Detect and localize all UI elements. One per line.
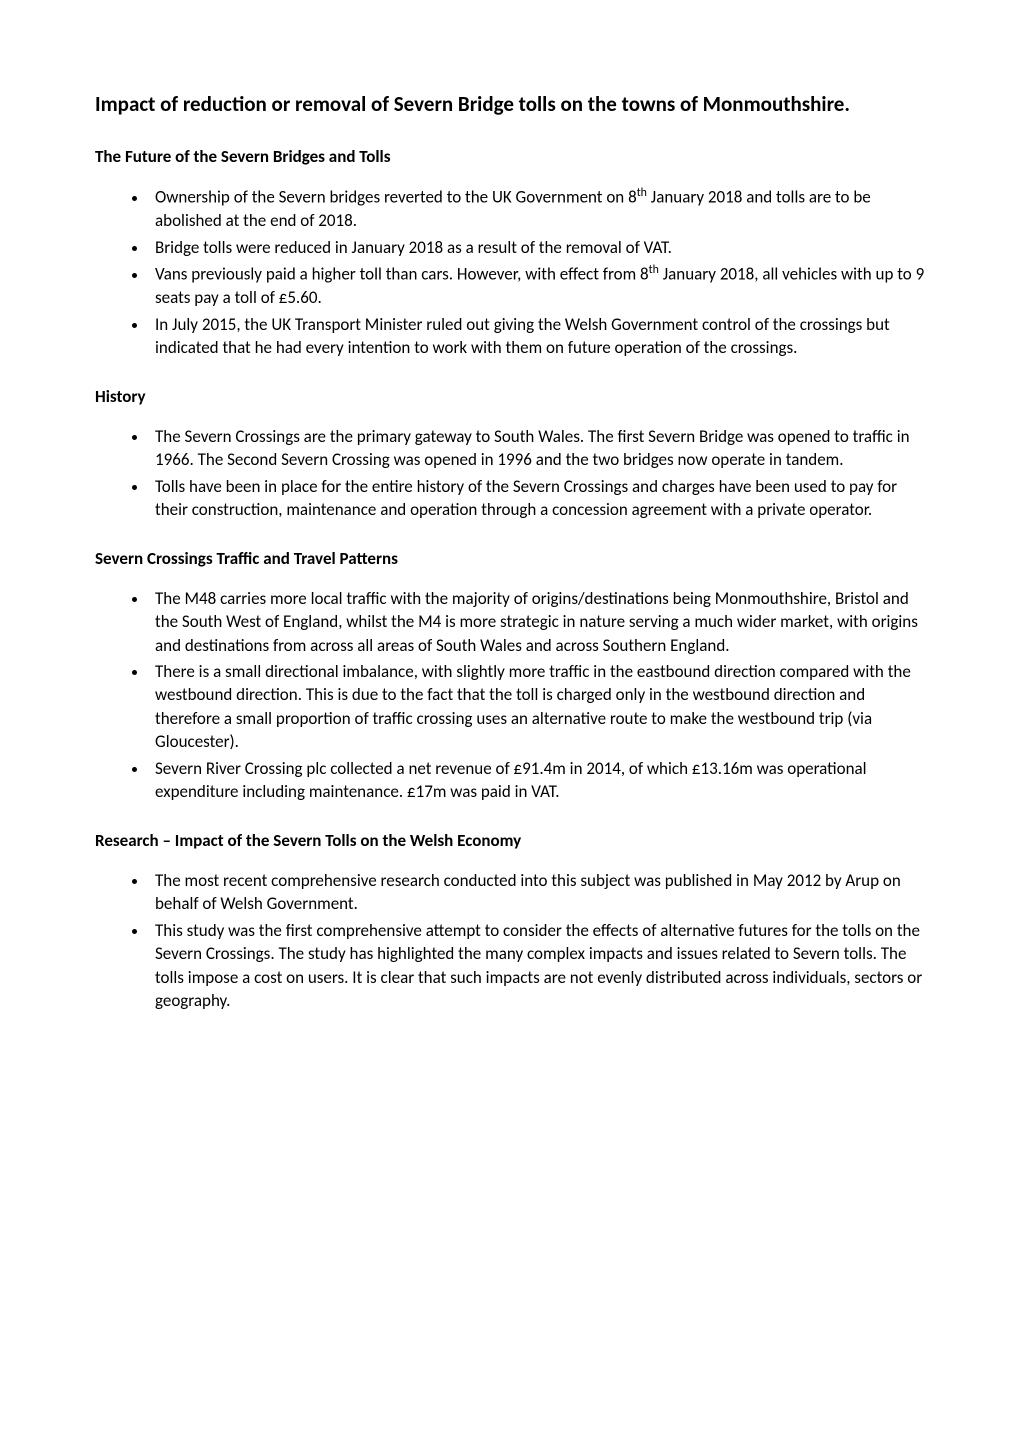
section-heading: Severn Crossings Traffic and Travel Patt… bbox=[95, 548, 925, 569]
bullet-item: Severn River Crossing plc collected a ne… bbox=[149, 757, 925, 804]
section-research: Research – Impact of the Severn Tolls on… bbox=[95, 830, 925, 1013]
bullet-item: The most recent comprehensive research c… bbox=[149, 869, 925, 916]
bullet-list: The M48 carries more local traffic with … bbox=[95, 587, 925, 804]
bullet-item: There is a small directional imbalance, … bbox=[149, 660, 925, 754]
bullet-item: This study was the first comprehensive a… bbox=[149, 919, 925, 1013]
bullet-item: Tolls have been in place for the entire … bbox=[149, 475, 925, 522]
bullet-item: Bridge tolls were reduced in January 201… bbox=[149, 236, 925, 259]
bullet-list: The Severn Crossings are the primary gat… bbox=[95, 425, 925, 522]
section-heading: Research – Impact of the Severn Tolls on… bbox=[95, 830, 925, 851]
bullet-list: The most recent comprehensive research c… bbox=[95, 869, 925, 1013]
section-heading: The Future of the Severn Bridges and Tol… bbox=[95, 146, 925, 167]
section-traffic: Severn Crossings Traffic and Travel Patt… bbox=[95, 548, 925, 804]
bullet-item: In July 2015, the UK Transport Minister … bbox=[149, 313, 925, 360]
document-page: Impact of reduction or removal of Severn… bbox=[0, 0, 1020, 1442]
bullet-item: The Severn Crossings are the primary gat… bbox=[149, 425, 925, 472]
document-title: Impact of reduction or removal of Severn… bbox=[95, 90, 925, 118]
section-heading: History bbox=[95, 386, 925, 407]
bullet-item: Ownership of the Severn bridges reverted… bbox=[149, 185, 925, 233]
section-future: The Future of the Severn Bridges and Tol… bbox=[95, 146, 925, 359]
bullet-list: Ownership of the Severn bridges reverted… bbox=[95, 185, 925, 359]
bullet-item: Vans previously paid a higher toll than … bbox=[149, 262, 925, 310]
bullet-item: The M48 carries more local traffic with … bbox=[149, 587, 925, 657]
section-history: History The Severn Crossings are the pri… bbox=[95, 386, 925, 522]
